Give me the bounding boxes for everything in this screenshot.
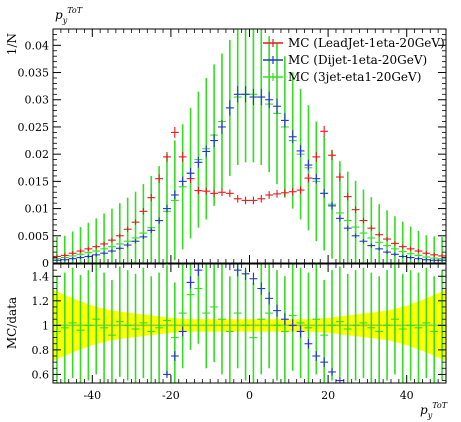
ratio-series-0 — [163, 264, 344, 383]
x-tick-label: -20 — [162, 389, 180, 402]
main-y-axis-label: 1/N — [5, 33, 19, 55]
ratio-panel: 0.6 0.8 1 1.2 1.4 -40 -20 0 20 40 — [32, 263, 447, 402]
title-sup: ToT — [67, 6, 83, 15]
xlabel-sub: y — [427, 411, 433, 420]
ratio-y-tick-label: 1.4 — [32, 270, 50, 283]
title-p: p — [55, 8, 63, 22]
xlabel-p: p — [420, 403, 428, 417]
x-tick-label: -40 — [83, 389, 101, 402]
y-tick-label: 0.01 — [25, 203, 50, 216]
series-0 — [53, 125, 446, 259]
ratio-y-tick-label: 1 — [42, 319, 49, 332]
legend-label: MC (Dijet-1eta-20GeV) — [288, 53, 427, 67]
xlabel-sup: ToT — [432, 401, 448, 410]
ratio-y-tick-label: 0.8 — [32, 344, 50, 357]
legend-label: MC (LeadJet-1eta-20GeV) — [288, 36, 445, 50]
series-1 — [53, 86, 446, 262]
ratio-y-tick-label: 1.2 — [32, 295, 50, 308]
y-tick-label: 0.005 — [18, 230, 50, 243]
title-sub: y — [62, 16, 68, 25]
chart-title: pyToT — [55, 6, 83, 25]
x-tick-label: 0 — [246, 389, 253, 402]
y-tick-label: 0 — [42, 257, 49, 270]
main-plot-area — [53, 29, 446, 263]
x-axis-label: pyToT — [420, 401, 448, 420]
y-tick-label: 0.04 — [25, 39, 50, 52]
x-tick-label: 20 — [321, 389, 335, 402]
y-tick-label: 0.02 — [25, 148, 50, 161]
y-tick-label: 0.025 — [18, 121, 50, 134]
main-panel: 0 0.005 0.01 0.015 0.02 0.025 0.03 0.035 0.04 — [18, 28, 447, 270]
y-tick-label: 0.035 — [18, 67, 50, 80]
legend-label: MC (3jet-eta1-20GeV) — [288, 70, 421, 84]
y-tick-label: 0.015 — [18, 175, 50, 188]
series-2 — [53, 29, 446, 263]
x-tick-label: 40 — [400, 389, 414, 402]
ratio-y-tick-label: 0.6 — [32, 368, 50, 381]
ratio-series-1 — [53, 264, 446, 383]
y-tick-label: 0.03 — [25, 94, 50, 107]
ratio-y-axis-label: MC/data — [5, 297, 19, 349]
ratio-plot-area — [53, 264, 446, 383]
legend: MC (LeadJet-1eta-20GeV) MC (Dijet-1eta-20… — [263, 36, 445, 84]
